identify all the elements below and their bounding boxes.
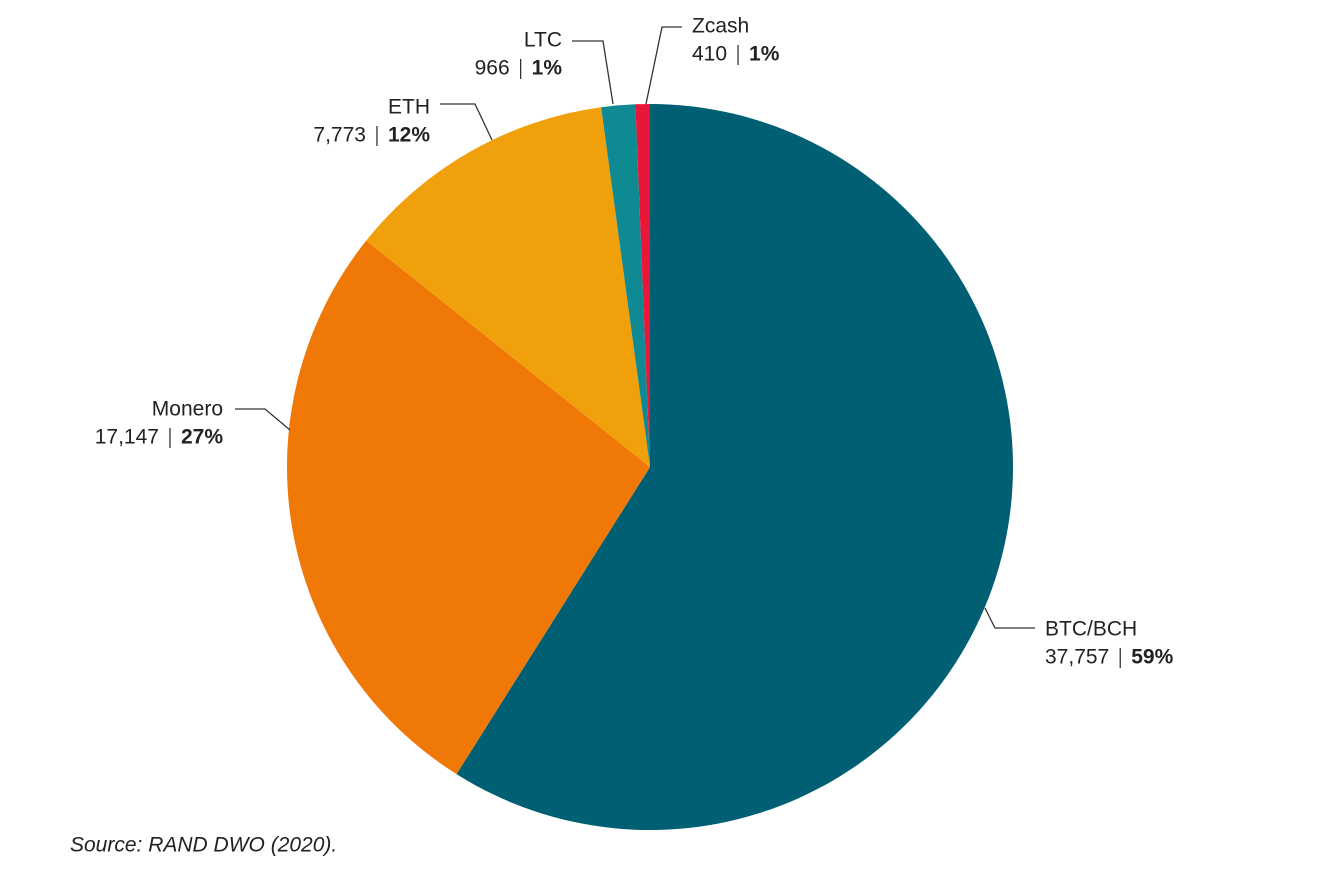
percent-label: 1% [749, 43, 780, 66]
leader-line [984, 607, 1035, 629]
leader-line [645, 26, 682, 105]
percent-label: 59% [1131, 646, 1173, 669]
value-label: 966 [475, 57, 510, 80]
value-label: 17,147 [95, 426, 159, 449]
value-label: 37,757 [1045, 646, 1109, 669]
percent-label: 12% [388, 124, 430, 147]
value-label: 7,773 [313, 124, 366, 147]
source-note: Source: RAND DWO (2020). [70, 834, 337, 857]
pie-slice [366, 107, 650, 467]
pie-slice [635, 104, 650, 467]
slice-label: Zcash [692, 15, 749, 38]
slice-label: ETH [388, 96, 430, 119]
leader-line [235, 408, 291, 431]
value-label: 410 [692, 43, 727, 66]
leader-line [572, 40, 614, 105]
pie-slice [601, 104, 650, 467]
percent-label: 27% [181, 426, 223, 449]
pie-slice [287, 240, 650, 775]
pie-slice [456, 104, 1014, 831]
percent-label: 1% [532, 57, 563, 80]
slice-label: BTC/BCH [1045, 618, 1137, 641]
leader-line [440, 103, 493, 141]
slice-label: LTC [524, 29, 562, 52]
slice-label: Monero [152, 398, 223, 421]
